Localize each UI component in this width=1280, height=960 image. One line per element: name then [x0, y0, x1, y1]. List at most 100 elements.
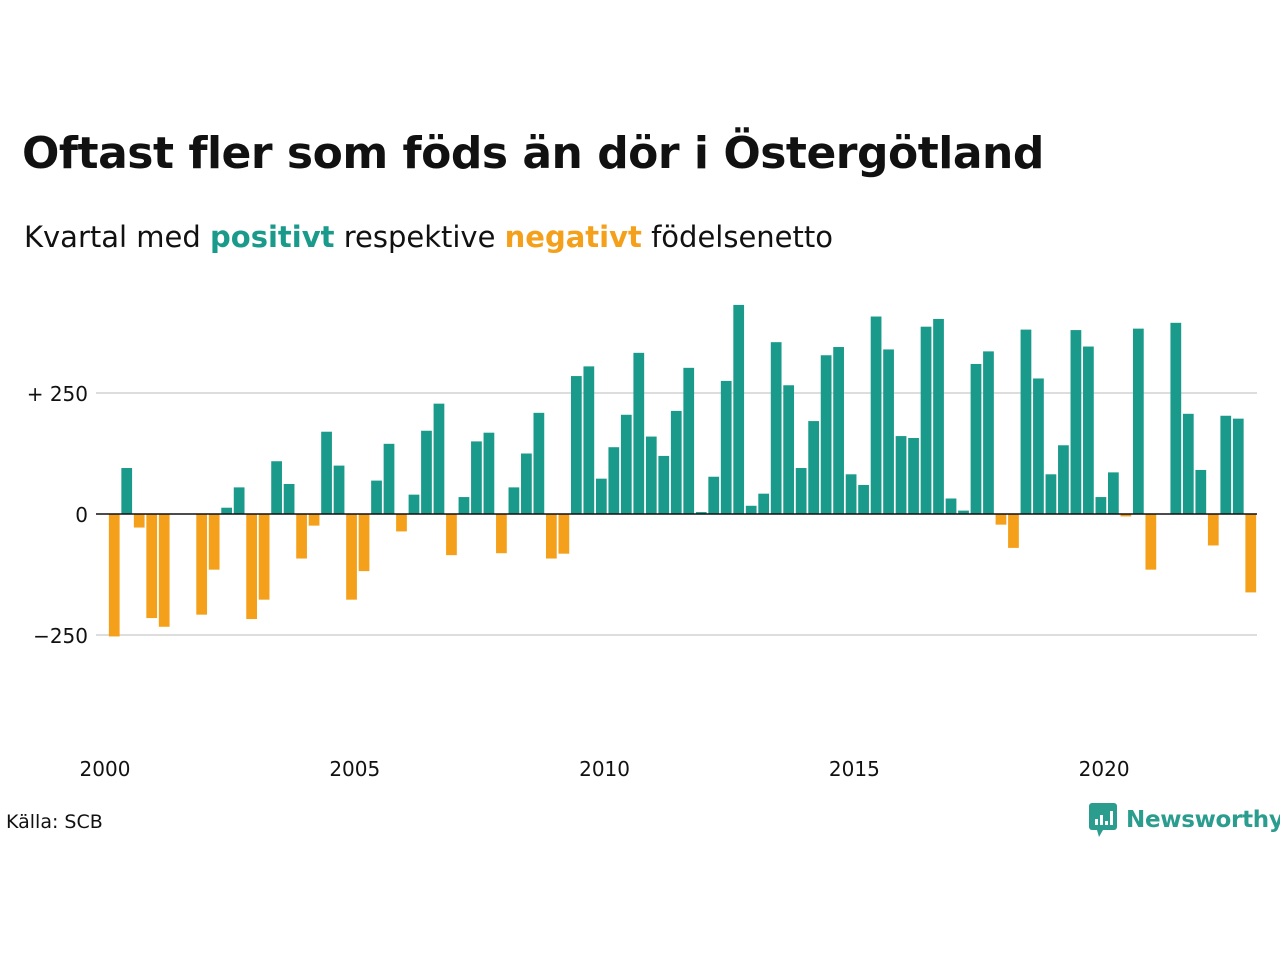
bar — [895, 436, 907, 514]
bar — [870, 316, 882, 514]
bar — [683, 367, 695, 514]
x-tick-label: 2015 — [829, 757, 880, 781]
bar — [820, 355, 832, 514]
bar — [133, 514, 145, 528]
bar — [396, 514, 407, 532]
bar — [758, 493, 770, 514]
bar — [458, 497, 470, 514]
bar — [1220, 415, 1232, 514]
bar — [770, 342, 782, 514]
bar — [695, 512, 707, 514]
x-tick-label: 2000 — [80, 757, 131, 781]
bar — [533, 412, 545, 514]
bar — [908, 438, 919, 514]
bar — [496, 514, 507, 554]
y-tick-label: + 250 — [27, 382, 88, 406]
bar — [1207, 514, 1219, 546]
bar — [433, 403, 445, 514]
bar — [970, 363, 982, 514]
bar — [795, 468, 807, 514]
bar — [1033, 378, 1044, 514]
bar — [321, 431, 332, 514]
bar — [883, 349, 894, 514]
bar — [508, 487, 520, 514]
bar — [1020, 329, 1032, 514]
x-tick-label: 2010 — [579, 757, 630, 781]
bar — [521, 453, 532, 514]
bar — [933, 318, 944, 514]
bar — [296, 514, 307, 559]
bar — [333, 465, 345, 514]
bar — [608, 447, 620, 514]
bar — [1182, 413, 1194, 514]
bar — [346, 514, 357, 600]
chart-title: Oftast fler som föds än dör i Östergötla… — [22, 128, 1044, 179]
bar — [1232, 418, 1244, 514]
y-tick-label: 0 — [75, 503, 88, 527]
bar — [1145, 514, 1157, 570]
bar — [1008, 514, 1019, 548]
x-tick-label: 2005 — [329, 757, 380, 781]
bar — [958, 510, 969, 514]
bar — [408, 494, 420, 514]
bar — [358, 514, 370, 572]
bar — [121, 468, 133, 514]
bar — [371, 480, 382, 514]
bar — [845, 474, 857, 514]
bar — [246, 514, 257, 620]
bar — [983, 351, 994, 514]
bar — [545, 514, 557, 559]
bar — [258, 514, 270, 600]
bar — [1170, 322, 1182, 514]
bar — [383, 443, 395, 514]
bar — [421, 430, 432, 514]
bar — [858, 484, 869, 514]
bar — [1095, 497, 1107, 514]
bar — [1120, 514, 1132, 517]
axes: + 250 0 −250 2000 2005 2010 2015 2020 — [27, 382, 1257, 781]
bar — [1045, 474, 1057, 514]
bar — [1083, 346, 1094, 514]
source-note: Källa: SCB — [6, 811, 103, 833]
y-tick-label: −250 — [33, 624, 88, 648]
bar — [995, 514, 1007, 525]
bar — [658, 455, 670, 514]
bar — [808, 421, 820, 514]
bar — [1245, 514, 1257, 593]
bar — [308, 514, 320, 526]
bar — [645, 436, 657, 514]
bar — [595, 478, 607, 514]
newsworthy-logo-icon — [1089, 803, 1117, 837]
bar — [471, 441, 482, 514]
bar — [920, 326, 932, 514]
bar — [620, 414, 632, 514]
bar — [670, 410, 682, 514]
bar — [833, 347, 844, 514]
bars — [108, 304, 1257, 637]
subtitle-negative-label: negativt — [504, 220, 642, 254]
grid-lines — [96, 392, 1257, 636]
newsworthy-brand: Newsworthy — [1088, 802, 1280, 838]
bar — [446, 514, 457, 556]
bar — [146, 514, 158, 619]
bar — [1058, 445, 1069, 514]
bar — [1070, 330, 1082, 514]
bar — [708, 476, 720, 514]
bar — [583, 366, 595, 514]
bar — [233, 487, 245, 514]
x-tick-label: 2020 — [1079, 757, 1130, 781]
bar — [745, 505, 757, 514]
bar — [158, 514, 170, 627]
bar — [196, 514, 208, 615]
brand-name: Newsworthy — [1126, 807, 1280, 833]
bar — [720, 380, 732, 514]
bar — [208, 514, 220, 570]
bar — [1195, 469, 1207, 514]
bar — [1132, 328, 1144, 514]
chart-subtitle: Kvartal med positivt respektive negativt… — [24, 220, 833, 254]
bar — [221, 507, 233, 514]
bar — [570, 376, 582, 514]
bar — [633, 352, 645, 514]
bar — [271, 461, 282, 514]
subtitle-text-post: födelsenetto — [651, 220, 833, 254]
